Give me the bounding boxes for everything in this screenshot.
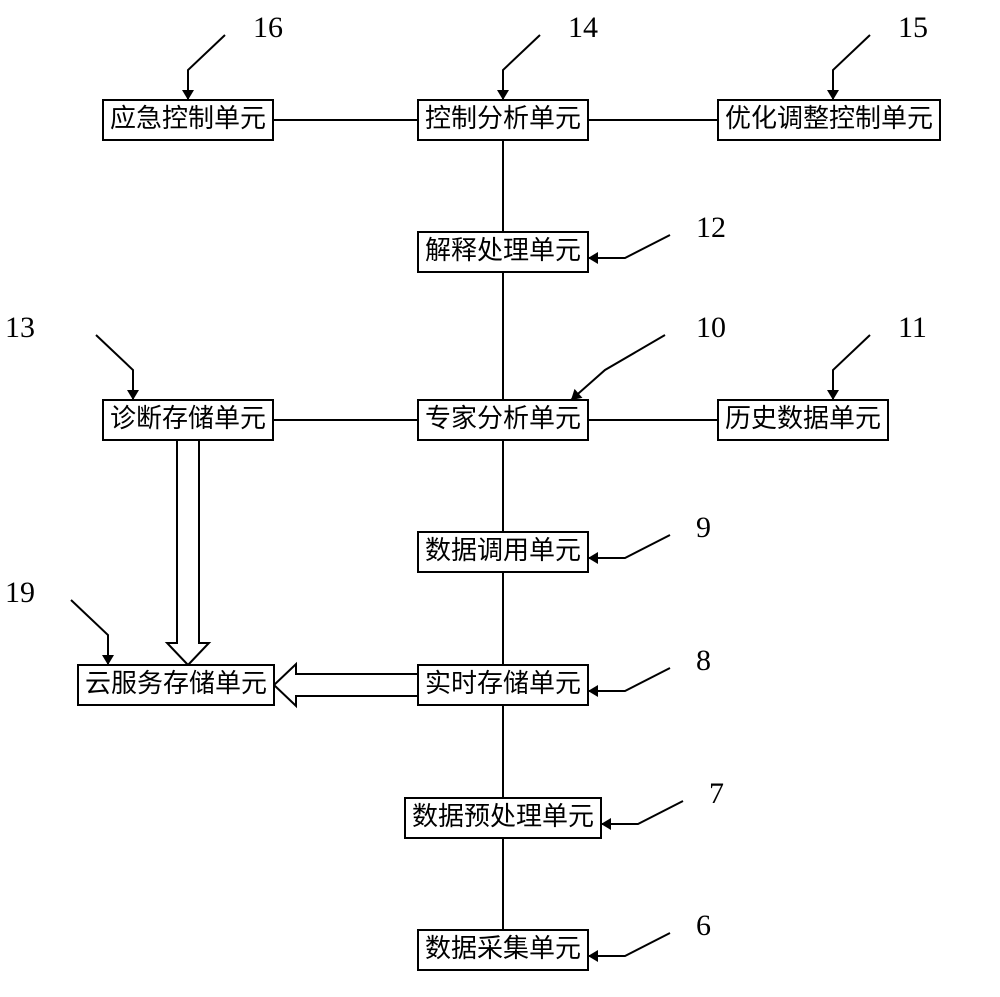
- node-n11-label: 历史数据单元: [725, 404, 881, 433]
- node-n10: 专家分析单元: [418, 400, 588, 440]
- node-n8: 实时存储单元: [418, 665, 588, 705]
- node-n7-label: 数据预处理单元: [412, 802, 594, 831]
- node-n16: 应急控制单元: [103, 100, 273, 140]
- node-n19-label: 云服务存储单元: [85, 669, 267, 698]
- node-n9-label: 数据调用单元: [425, 536, 581, 565]
- node-n19: 云服务存储单元: [78, 665, 274, 705]
- callout-r8-number: 8: [696, 644, 711, 677]
- node-n12-label: 解释处理单元: [425, 236, 581, 265]
- callout-r10-number: 10: [696, 311, 726, 344]
- callout-r13-number: 13: [5, 311, 35, 344]
- node-n8-label: 实时存储单元: [425, 669, 581, 698]
- node-n11: 历史数据单元: [718, 400, 888, 440]
- callout-r9-number: 9: [696, 511, 711, 544]
- node-n6: 数据采集单元: [418, 930, 588, 970]
- node-n10-label: 专家分析单元: [425, 404, 581, 433]
- node-n16-label: 应急控制单元: [110, 104, 266, 133]
- node-n13: 诊断存储单元: [103, 400, 273, 440]
- callout-r14-number: 14: [568, 11, 598, 44]
- node-n15-label: 优化调整控制单元: [725, 104, 933, 133]
- callout-r7-number: 7: [709, 777, 724, 810]
- node-n7: 数据预处理单元: [405, 798, 601, 838]
- callout-r6-number: 6: [696, 909, 711, 942]
- node-n9: 数据调用单元: [418, 532, 588, 572]
- callout-r12-number: 12: [696, 211, 726, 244]
- node-n13-label: 诊断存储单元: [110, 404, 266, 433]
- node-n12: 解释处理单元: [418, 232, 588, 272]
- node-n6-label: 数据采集单元: [425, 934, 581, 963]
- callout-r16-number: 16: [253, 11, 283, 44]
- callout-r19-number: 19: [5, 576, 35, 609]
- node-n15: 优化调整控制单元: [718, 100, 940, 140]
- diagram-canvas: 应急控制单元 控制分析单元 优化调整控制单元解释处理单元诊断存储单元 专家分析单元 历史…: [0, 0, 1000, 997]
- node-n14: 控制分析单元: [418, 100, 588, 140]
- callout-r11-number: 11: [898, 311, 927, 344]
- callout-r15-number: 15: [898, 11, 928, 44]
- node-n14-label: 控制分析单元: [425, 104, 581, 133]
